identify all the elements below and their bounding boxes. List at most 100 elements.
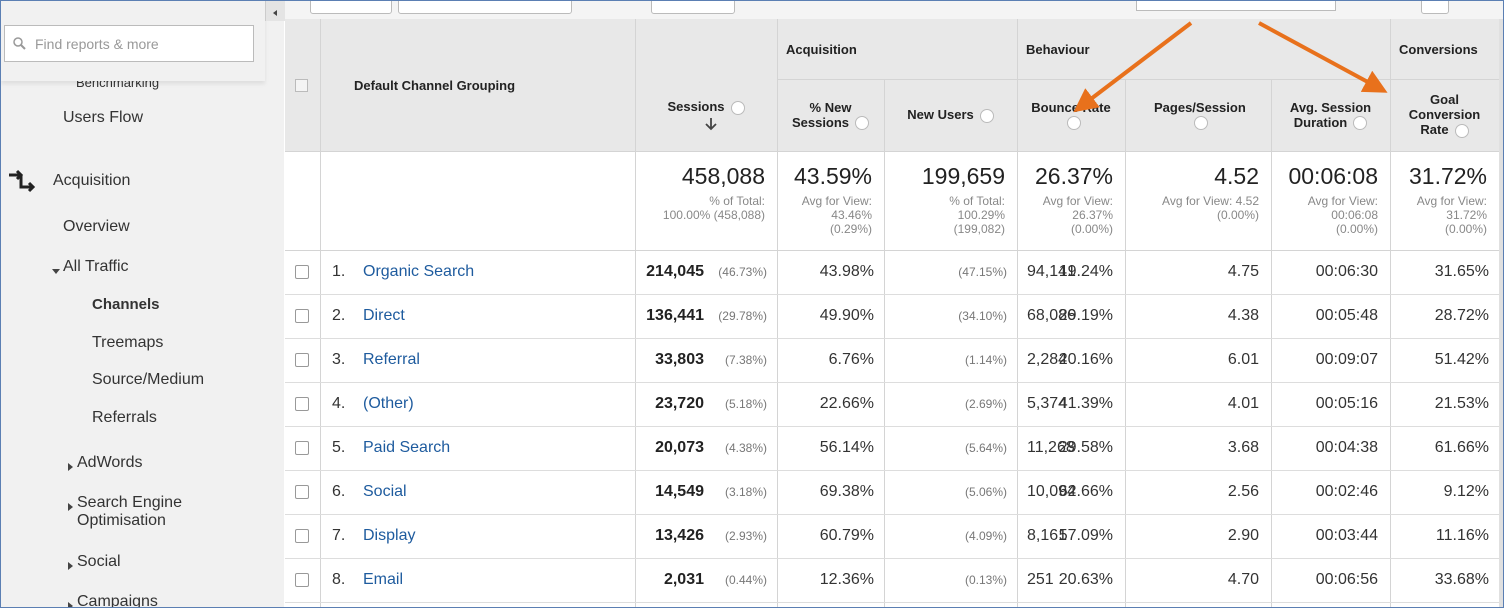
nav-item[interactable]: Acquisition (53, 172, 131, 189)
sessions-share: (46.73%) (718, 265, 767, 279)
new-users-share: (1.14%) (964, 353, 1007, 367)
channel-link[interactable]: Paid Search (363, 439, 451, 456)
row-checkbox[interactable] (295, 529, 309, 543)
cell-border (285, 514, 1503, 515)
goal-conversion-rate: 11.16% (1435, 527, 1489, 544)
help-icon[interactable] (855, 116, 870, 131)
row-checkbox[interactable] (295, 485, 309, 499)
session-duration: 00:09:07 (1315, 351, 1378, 368)
cell-border (285, 558, 1503, 559)
nav-item[interactable]: All Traffic (63, 258, 129, 275)
total-value: 31.72% (1408, 163, 1487, 189)
group-header: Acquisition (786, 42, 857, 57)
column-header[interactable]: Bounce Rate (1017, 79, 1125, 151)
total-subtext: 00:06:08 (1331, 208, 1378, 222)
cell-border (285, 426, 1503, 427)
search-placeholder: Find reports & more (35, 36, 159, 52)
new-users: 251 (1027, 571, 1054, 588)
row-rank: 6. (332, 483, 346, 500)
pages-per-session: 4.70 (1227, 571, 1259, 588)
search-box[interactable]: Find reports & more (4, 25, 254, 62)
column-header[interactable]: Avg. Session Duration (1271, 79, 1390, 151)
bounce-rate: 62.66% (1058, 483, 1113, 500)
bounce-rate: 57.09% (1058, 527, 1113, 544)
session-duration: 00:05:48 (1315, 307, 1378, 324)
channel-link[interactable]: Display (363, 527, 416, 544)
nav-item[interactable]: Search Engine Optimisation (77, 494, 182, 529)
help-icon[interactable] (1194, 116, 1208, 131)
column-header[interactable]: Default Channel Grouping (354, 78, 516, 93)
sessions-share: (5.18%) (724, 397, 767, 411)
cell-border (285, 602, 1503, 603)
row-checkbox[interactable] (295, 353, 309, 367)
column-title: % New Sessions (787, 100, 875, 131)
nav-item[interactable]: Referrals (92, 409, 157, 426)
report-table: Acquisition Behaviour Conversions Default C… (285, 19, 1503, 607)
column-header[interactable]: % New Sessions (777, 79, 884, 151)
row-checkbox[interactable] (295, 397, 309, 411)
total-subtext: Avg for View: (1042, 194, 1113, 208)
pages-per-session: 4.75 (1227, 263, 1259, 280)
sessions: 13,426 (655, 527, 704, 544)
header-checkbox[interactable] (295, 79, 308, 92)
group-header: Behaviour (1026, 42, 1090, 57)
total-subtext: Avg for View: 4.52 (1162, 194, 1259, 208)
channel-link[interactable]: (Other) (363, 395, 414, 412)
channel-link[interactable]: Email (363, 571, 404, 588)
nav-item[interactable]: Campaigns (77, 593, 158, 608)
new-users: 2,284 (1027, 351, 1068, 368)
sessions: 33,803 (655, 351, 704, 368)
nav-item[interactable]: Users Flow (63, 109, 144, 126)
total-subtext: 31.72% (1446, 208, 1487, 222)
new-users: 10,094 (1027, 483, 1076, 500)
column-header[interactable]: Pages/Session (1125, 79, 1271, 151)
column-title: Goal Conversion Rate (1408, 92, 1481, 138)
sort-arrow[interactable] (694, 115, 718, 130)
total-value: 43.59% (793, 163, 872, 189)
help-icon[interactable] (1353, 116, 1368, 131)
column-header[interactable]: New Users (884, 79, 1017, 151)
nav-item[interactable]: Treemaps (92, 334, 164, 351)
nav-item[interactable]: Channels (92, 296, 160, 313)
scroll-edge (1499, 19, 1503, 607)
cell-border (285, 250, 1503, 251)
bounce-rate: 20.63% (1058, 571, 1113, 588)
channel-link[interactable]: Referral (363, 351, 420, 368)
goal-conversion-rate: 21.53% (1434, 395, 1489, 412)
nav-item[interactable]: Source/Medium (92, 371, 205, 388)
cell-border (285, 470, 1503, 471)
total-subtext: 43.46% (831, 208, 872, 222)
total-subtext: (0.00%) (1216, 208, 1259, 222)
row-checkbox[interactable] (295, 441, 309, 455)
column-header[interactable]: Goal Conversion Rate (1390, 79, 1499, 151)
total-subtext: (0.00%) (1444, 222, 1487, 236)
row-rank: 7. (332, 527, 346, 544)
help-icon[interactable] (1067, 116, 1081, 131)
row-checkbox[interactable] (295, 265, 309, 279)
new-users: 94,141 (1027, 263, 1076, 280)
nav-item[interactable]: Overview (63, 218, 130, 235)
help-icon[interactable] (730, 101, 745, 115)
sessions-share: (2.93%) (724, 529, 767, 543)
collapse-button[interactable] (265, 1, 285, 21)
pages-per-session: 4.38 (1227, 307, 1259, 324)
new-users-share: (5.64%) (964, 441, 1007, 455)
total-subtext: Avg for View: (1416, 194, 1487, 208)
row-checkbox[interactable] (295, 309, 309, 323)
sessions: 2,031 (663, 571, 704, 588)
row-checkbox[interactable] (295, 573, 309, 587)
channel-link[interactable]: Direct (363, 307, 405, 324)
total-subtext: % of Total: (709, 194, 765, 208)
nav-item[interactable]: Social (77, 553, 121, 570)
new-users-share: (2.69%) (964, 397, 1007, 411)
goal-conversion-rate: 31.65% (1434, 263, 1489, 280)
channel-link[interactable]: Social (363, 483, 407, 500)
help-icon[interactable] (1454, 123, 1469, 138)
channel-link[interactable]: Organic Search (363, 263, 475, 280)
cell-border (285, 294, 1503, 295)
bounce-rate: 20.16% (1058, 351, 1113, 368)
column-header[interactable]: Sessions (635, 79, 777, 151)
nav-item[interactable]: AdWords (77, 454, 143, 471)
help-icon[interactable] (979, 108, 994, 123)
sessions: 214,045 (646, 263, 704, 280)
